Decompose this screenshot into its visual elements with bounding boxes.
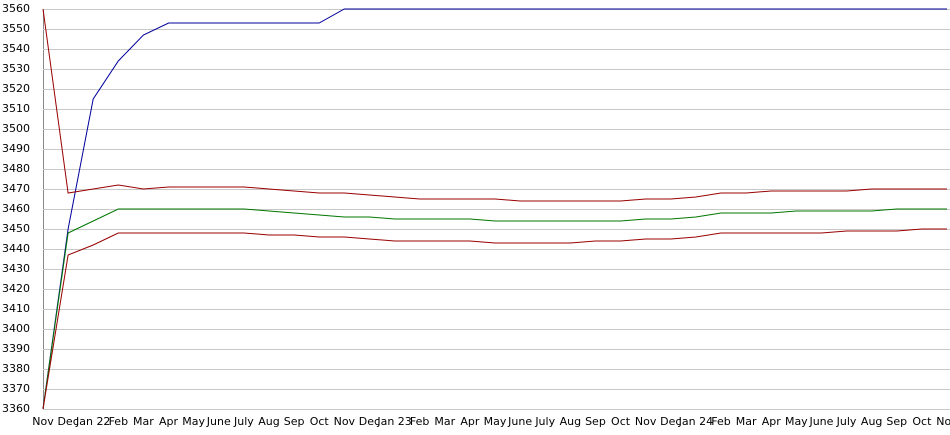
y-tick-label: 3480 — [2, 162, 30, 175]
x-tick-label: Mar — [736, 415, 757, 428]
x-tick-label: Sep — [284, 415, 305, 428]
y-tick-label: 3400 — [2, 322, 30, 335]
x-tick-label: Mar — [133, 415, 154, 428]
y-tick-label: 3550 — [2, 22, 30, 35]
y-tick-label: 3380 — [2, 362, 30, 375]
x-tick-label: Nov — [936, 415, 950, 428]
x-tick-label: July — [233, 415, 254, 428]
x-tick-label: Sep — [886, 415, 907, 428]
y-tick-label: 3530 — [2, 62, 30, 75]
y-tick-label: 3560 — [2, 2, 30, 15]
x-tick-label: June — [206, 415, 231, 428]
y-tick-label: 3510 — [2, 102, 30, 115]
x-tick-label: July — [836, 415, 857, 428]
x-tick-label: Oct — [611, 415, 631, 428]
series-line — [42, 228, 947, 410]
y-tick-label: 3360 — [2, 402, 30, 415]
y-tick-label: 3500 — [2, 122, 30, 135]
x-tick-label: Nov — [334, 415, 356, 428]
y-tick-label: 3520 — [2, 82, 30, 95]
x-tick-label: Oct — [912, 415, 932, 428]
y-tick-label: 3420 — [2, 282, 30, 295]
x-tick-label: Apr — [762, 415, 782, 428]
series-line — [42, 8, 947, 410]
x-tick-label: June — [507, 415, 532, 428]
series-line — [42, 8, 947, 202]
x-tick-label: Apr — [159, 415, 179, 428]
x-tick-label: July — [534, 415, 555, 428]
x-tick-label: Dec — [660, 415, 681, 428]
x-tick-label: Jan 22 — [75, 415, 110, 428]
x-tick-label: May — [785, 415, 808, 428]
y-tick-label: 3370 — [2, 382, 30, 395]
x-tick-label: Jan 24 — [678, 415, 713, 428]
x-tick-label: Dec — [359, 415, 380, 428]
x-tick-label: Feb — [410, 415, 429, 428]
y-tick-label: 3540 — [2, 42, 30, 55]
x-tick-label: Aug — [861, 415, 882, 428]
y-tick-label: 3470 — [2, 182, 30, 195]
y-tick-label: 3410 — [2, 302, 30, 315]
x-tick-label: Aug — [258, 415, 279, 428]
x-tick-label: Jan 23 — [376, 415, 411, 428]
y-tick-label: 3440 — [2, 242, 30, 255]
x-tick-label: May — [182, 415, 205, 428]
x-tick-label: Feb — [109, 415, 128, 428]
y-tick-label: 3490 — [2, 142, 30, 155]
x-tick-label: Oct — [310, 415, 330, 428]
x-tick-label: Feb — [711, 415, 730, 428]
y-tick-label: 3430 — [2, 262, 30, 275]
x-tick-label: May — [484, 415, 507, 428]
x-tick-label: Sep — [585, 415, 606, 428]
x-tick-label: Dec — [57, 415, 78, 428]
x-tick-label: Mar — [434, 415, 455, 428]
series-line — [42, 208, 947, 410]
x-tick-label: Aug — [560, 415, 581, 428]
x-tick-label: June — [808, 415, 833, 428]
x-tick-label: Nov — [32, 415, 54, 428]
x-tick-label: Apr — [460, 415, 480, 428]
y-tick-label: 3460 — [2, 202, 30, 215]
x-tick-label: Nov — [635, 415, 657, 428]
y-tick-label: 3390 — [2, 342, 30, 355]
y-tick-label: 3450 — [2, 222, 30, 235]
